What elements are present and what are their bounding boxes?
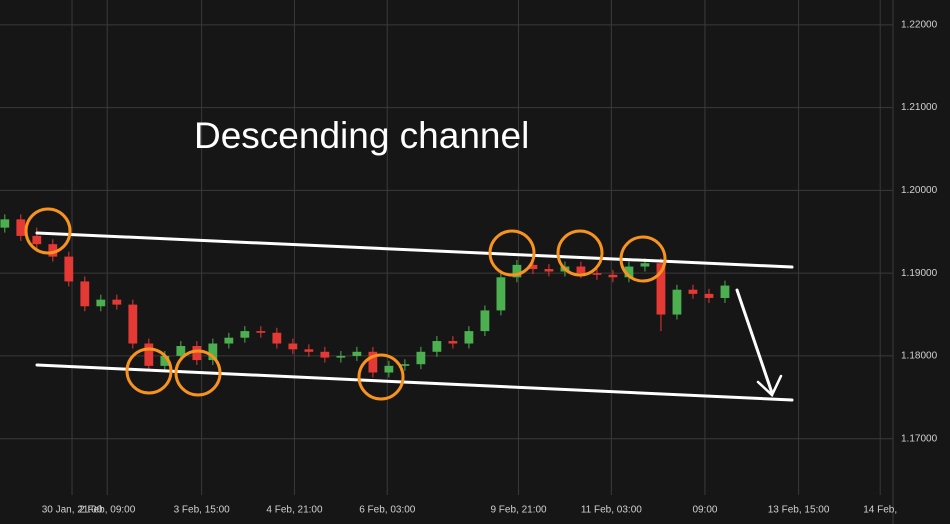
candle-body xyxy=(384,365,394,373)
annotations xyxy=(24,207,794,402)
candle-body xyxy=(160,355,170,366)
touch-circle xyxy=(357,353,405,401)
candle-body xyxy=(400,364,410,366)
candle-body xyxy=(80,281,90,307)
candle-body xyxy=(448,341,458,344)
candle-body xyxy=(480,310,490,332)
candle-body xyxy=(720,285,730,298)
candle-body xyxy=(224,337,234,344)
candle-body xyxy=(112,299,122,305)
candle-body xyxy=(496,277,506,311)
y-tick-label: 1.20000 xyxy=(901,185,938,196)
candle-body xyxy=(288,343,298,350)
candle-body xyxy=(352,351,362,356)
candle-body xyxy=(128,304,138,344)
y-tick-label: 1.18000 xyxy=(901,351,938,362)
candle-body xyxy=(528,264,538,270)
candle-body xyxy=(368,351,378,373)
candle-body xyxy=(464,331,474,344)
candle-body xyxy=(576,266,586,274)
candle-body xyxy=(256,331,266,333)
x-tick-label: 9 Feb, 21:00 xyxy=(490,505,547,516)
x-tick-label: 30 Jan, 21:00 xyxy=(42,505,103,516)
candle-body xyxy=(16,219,26,236)
candle-body xyxy=(32,235,42,245)
candles xyxy=(0,214,730,378)
candle-body xyxy=(432,341,442,352)
candle-body xyxy=(592,273,602,275)
candle-body xyxy=(672,289,682,315)
candle-body xyxy=(320,351,330,358)
channel-lower xyxy=(35,363,794,402)
candle-body xyxy=(416,351,426,365)
candle-body xyxy=(96,299,106,307)
candle-body xyxy=(608,274,618,278)
channel-upper xyxy=(35,231,794,269)
candle-body xyxy=(704,293,714,298)
x-tick-label: 13 Feb, 15:00 xyxy=(768,505,830,516)
candle-body xyxy=(64,256,74,282)
candle-body xyxy=(304,349,314,352)
candle-body xyxy=(240,331,250,338)
candle-body xyxy=(688,289,698,294)
arrow-shaft xyxy=(735,288,774,395)
candle-body xyxy=(0,219,10,228)
candle-body xyxy=(144,343,154,366)
touch-circle xyxy=(174,349,222,397)
touch-circle xyxy=(125,347,173,395)
candle-body xyxy=(176,346,186,356)
touch-circle xyxy=(619,235,667,283)
y-tick-label: 1.19000 xyxy=(901,268,938,279)
chart-title: Descending channel xyxy=(194,115,529,156)
touch-circle xyxy=(488,229,536,277)
y-tick-label: 1.22000 xyxy=(901,19,938,30)
y-tick-label: 1.17000 xyxy=(901,433,938,444)
candle-body xyxy=(208,343,218,361)
candle-body xyxy=(272,332,282,344)
x-tick-label: 2 Feb, 09:00 xyxy=(79,505,136,516)
candle-body xyxy=(640,263,650,267)
y-tick-label: 1.21000 xyxy=(901,102,938,113)
candle-body xyxy=(656,263,666,315)
x-tick-label: 09:00 xyxy=(692,505,717,516)
arrow-head xyxy=(756,374,783,398)
candle-body xyxy=(512,264,522,278)
x-tick-label: 3 Feb, 15:00 xyxy=(174,505,231,516)
candle-body xyxy=(336,355,346,358)
x-tick-label: 6 Feb, 03:00 xyxy=(359,505,416,516)
x-tick-label: 11 Feb, 03:00 xyxy=(581,505,642,516)
candle-body xyxy=(624,266,634,278)
candle-body xyxy=(544,269,554,272)
grid-layer xyxy=(0,0,893,495)
candle-body xyxy=(192,346,202,361)
candle-body xyxy=(48,244,58,257)
x-tick-label: 4 Feb, 21:00 xyxy=(266,505,323,516)
touch-circle xyxy=(556,229,604,277)
x-tick-label: 14 Feb, xyxy=(863,505,897,516)
touch-circle xyxy=(24,207,72,255)
